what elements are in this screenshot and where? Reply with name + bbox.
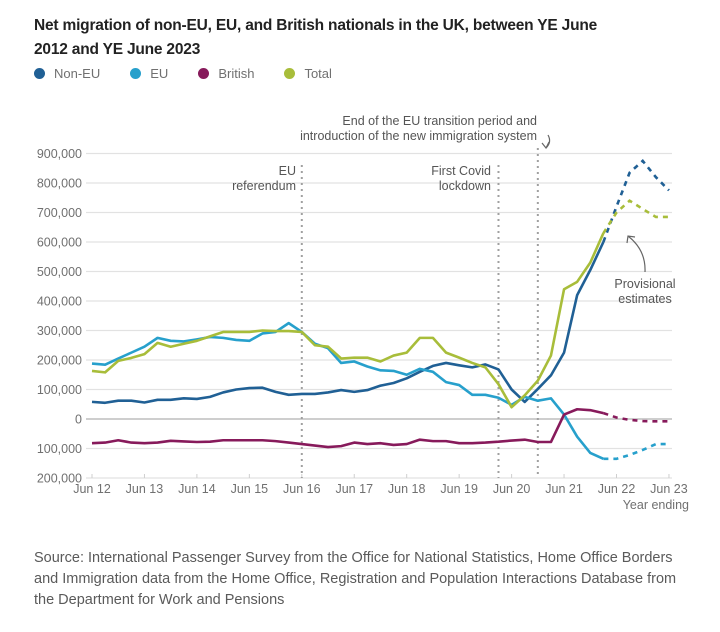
x-tick-label: Jun 21	[545, 482, 583, 496]
chart-legend: Non-EU EU British Total	[34, 66, 362, 81]
legend-swatch-british	[198, 68, 210, 79]
x-tick-label: Jun 13	[126, 482, 164, 496]
annotation-eu-transition: End of the EU transition period and	[342, 114, 537, 128]
series-provisional-british	[602, 411, 669, 423]
annotation-arrow	[541, 134, 551, 150]
series-lines	[91, 158, 670, 461]
x-axis-title: Year ending	[623, 498, 689, 512]
legend-item-eu[interactable]: EU	[130, 66, 168, 81]
series-line-non-eu	[91, 241, 605, 405]
y-tick-label: 700,000	[37, 206, 82, 220]
x-tick-label: Jun 22	[598, 482, 636, 496]
legend-item-non-eu[interactable]: Non-EU	[34, 66, 100, 81]
legend-item-total[interactable]: Total	[284, 66, 332, 81]
series-provisional-non-eu	[602, 158, 670, 243]
y-tick-label: 800,000	[37, 177, 82, 191]
annotation-eu-referendum: EU	[279, 164, 296, 178]
series-line-british	[91, 407, 604, 449]
annotation-arrow	[626, 235, 646, 273]
annotation-provisional: Provisional	[614, 277, 675, 291]
annotation-covid-lockdown: lockdown	[439, 179, 491, 193]
series-line-total	[91, 232, 605, 409]
legend-label-british: British	[218, 66, 255, 81]
x-tick-label: Jun 20	[493, 482, 531, 496]
chart-title: Net migration of non-EU, EU, and British…	[34, 17, 598, 58]
legend-swatch-eu	[130, 68, 142, 79]
legend-label-non-eu: Non-EU	[54, 66, 101, 81]
y-axis-tick-labels: 900,000 800,000 700,000 600,000 500,000 400,0…	[37, 147, 82, 486]
x-tick-label: Jun 17	[335, 482, 373, 496]
y-tick-label: 200,000	[37, 472, 82, 486]
y-tick-label: 900,000	[37, 147, 82, 161]
annotation-provisional: estimates	[618, 292, 672, 306]
y-tick-label: 100,000	[37, 442, 82, 456]
y-tick-label: 300,000	[37, 324, 82, 338]
series-provisional-eu	[603, 442, 669, 461]
x-axis: Jun 12 Jun 13 Jun 14 Jun 15 Jun 16 Jun 17 Jun …	[73, 474, 689, 512]
x-tick-label: Jun 16	[283, 482, 321, 496]
x-tick-label: Jun 18	[388, 482, 426, 496]
event-lines	[300, 148, 539, 478]
legend-label-eu: EU	[150, 66, 169, 81]
x-tick-label: Jun 23	[650, 482, 688, 496]
legend-swatch-non-eu	[34, 68, 45, 79]
legend-swatch-total	[284, 68, 296, 79]
x-tick-label: Jun 14	[178, 482, 216, 496]
x-tick-label: Jun 15	[231, 482, 269, 496]
line-chart: 900,000 800,000 700,000 600,000 500,000 400,0…	[37, 114, 689, 512]
y-tick-label: 400,000	[37, 295, 82, 309]
x-tick-label: Jun 19	[440, 482, 478, 496]
series-provisional-total	[602, 199, 669, 234]
source-note: Source: International Passenger Survey f…	[34, 550, 677, 608]
y-tick-label: 100,000	[37, 383, 82, 397]
annotation-eu-referendum: referendum	[232, 179, 296, 193]
x-tick-label: Jun 12	[73, 482, 111, 496]
y-tick-label: 200,000	[37, 354, 82, 368]
annotation-eu-transition: introduction of the new immigration syst…	[300, 129, 537, 143]
legend-item-british[interactable]: British	[198, 66, 254, 81]
legend-label-total: Total	[304, 66, 332, 81]
gridlines	[86, 152, 672, 479]
annotation-covid-lockdown: First Covid	[431, 164, 491, 178]
y-tick-label: 500,000	[37, 265, 82, 279]
y-tick-label: 0	[75, 413, 82, 427]
y-tick-label: 600,000	[37, 236, 82, 250]
